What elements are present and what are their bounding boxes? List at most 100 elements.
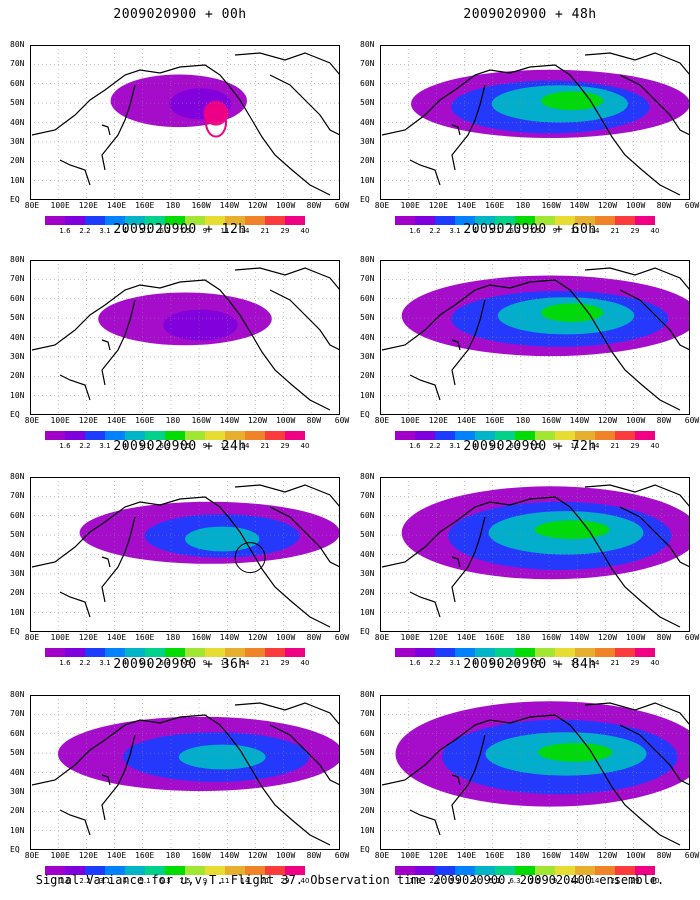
colorbar-swatch bbox=[575, 431, 595, 440]
colorbar-swatch bbox=[635, 866, 655, 875]
colorbar bbox=[45, 431, 305, 440]
coastline bbox=[451, 734, 486, 821]
longitude-label: 160E bbox=[135, 416, 155, 425]
colorbar-swatch bbox=[265, 216, 285, 225]
colorbar-swatch bbox=[475, 216, 495, 225]
colorbar-swatch bbox=[455, 431, 475, 440]
longitude-label: 120E bbox=[78, 851, 98, 860]
longitude-label: 80E bbox=[374, 851, 390, 860]
colorbar-swatch bbox=[185, 648, 205, 657]
latitude-label: 80N bbox=[360, 255, 375, 264]
colorbar-label: 6.3 bbox=[509, 659, 521, 667]
figure-caption: Signal Variance for u,v,T. Flight 37. Ob… bbox=[35, 873, 665, 887]
latitude-label: 60N bbox=[360, 78, 375, 88]
longitude-label: 120W bbox=[597, 201, 618, 210]
colorbar-label: 11 bbox=[220, 659, 230, 667]
colorbar-label: 29 bbox=[630, 227, 640, 235]
latitude-label: 10N bbox=[10, 825, 25, 835]
latitude-label: EQ bbox=[10, 627, 20, 636]
coastline bbox=[451, 556, 461, 568]
map-frame bbox=[30, 695, 340, 850]
colorbar-swatch bbox=[435, 866, 455, 875]
colorbar-swatch bbox=[635, 648, 655, 657]
colorbar-swatch bbox=[455, 216, 475, 225]
variance-contour bbox=[538, 743, 613, 762]
colorbar-label: 1.6 bbox=[59, 227, 71, 235]
colorbar-swatch bbox=[225, 431, 245, 440]
colorbar-swatch bbox=[555, 648, 575, 657]
coastline bbox=[409, 159, 441, 186]
colorbar-swatch bbox=[125, 431, 145, 440]
latitude-label: 80N bbox=[10, 472, 25, 481]
colorbar-label: 4 bbox=[472, 442, 478, 450]
coastline bbox=[269, 74, 340, 136]
coastline bbox=[59, 159, 91, 186]
colorbar-swatch bbox=[635, 431, 655, 440]
colorbar-swatch bbox=[575, 866, 595, 875]
colorbar-label: 1.6 bbox=[409, 659, 421, 667]
colorbar-swatch bbox=[595, 216, 615, 225]
colorbar-label: 5.1 bbox=[489, 442, 501, 450]
colorbar-label: 9 bbox=[552, 877, 558, 885]
coastline bbox=[409, 374, 441, 401]
colorbar-swatch bbox=[575, 648, 595, 657]
colorbar bbox=[395, 648, 655, 657]
colorbar-swatch bbox=[125, 648, 145, 657]
colorbar-swatch bbox=[65, 866, 85, 875]
colorbar-label: 3.1 bbox=[99, 227, 111, 235]
colorbar-swatch bbox=[495, 866, 515, 875]
colorbar-swatch bbox=[45, 431, 65, 440]
longitude-label: 160W bbox=[191, 851, 211, 860]
latitude-label: 30N bbox=[10, 136, 25, 146]
coastline bbox=[269, 506, 340, 568]
coastline bbox=[584, 52, 690, 76]
colorbar-swatch bbox=[205, 866, 225, 875]
longitude-label: 140W bbox=[219, 416, 239, 425]
latitude-label: 10N bbox=[360, 825, 375, 835]
colorbar-label: 7.5 bbox=[179, 877, 191, 885]
observation-region-marker bbox=[205, 107, 227, 138]
panel-title: 2009020900 + 72h bbox=[463, 439, 597, 454]
coastline bbox=[234, 702, 340, 726]
colorbar-label: 11 bbox=[570, 227, 580, 235]
colorbar bbox=[395, 431, 655, 440]
colorbar-swatch bbox=[615, 216, 635, 225]
latitude-label: 80N bbox=[10, 690, 25, 699]
colorbar-label: 11 bbox=[570, 442, 580, 450]
longitude-label: 160W bbox=[541, 633, 561, 642]
colorbar-label: 14 bbox=[240, 442, 250, 450]
map-frame bbox=[380, 695, 690, 850]
latitude-label: 20N bbox=[10, 156, 25, 166]
colorbar-label: 4 bbox=[472, 659, 478, 667]
colorbar-swatch bbox=[205, 431, 225, 440]
coastline bbox=[409, 809, 441, 836]
longitude-label: 100W bbox=[275, 633, 296, 642]
colorbar-label: 2.2 bbox=[79, 877, 91, 885]
colorbar-label: 4 bbox=[122, 442, 128, 450]
longitude-axis: 80E 100E 120E 140E 160E 180 160W 140W 120W 100W 80… bbox=[362, 634, 700, 644]
colorbar-label: 40 bbox=[300, 227, 310, 235]
colorbar-swatch bbox=[535, 216, 555, 225]
latitude-label: 30N bbox=[360, 351, 375, 361]
longitude-label: 120W bbox=[597, 416, 618, 425]
latitude-label: 50N bbox=[10, 313, 25, 323]
longitude-label: 100W bbox=[625, 201, 646, 210]
variance-contour bbox=[535, 520, 610, 539]
longitude-label: 120E bbox=[78, 633, 98, 642]
colorbar-label: 29 bbox=[280, 227, 290, 235]
colorbar-label: 3.1 bbox=[99, 877, 111, 885]
colorbar-swatch bbox=[45, 216, 65, 225]
colorbar-swatch bbox=[495, 648, 515, 657]
colorbar-swatch bbox=[105, 216, 125, 225]
longitude-label: 160E bbox=[485, 201, 505, 210]
latitude-label: 60N bbox=[10, 78, 25, 88]
latitude-label: EQ bbox=[360, 410, 370, 419]
colorbar-label: 9 bbox=[202, 442, 208, 450]
latitude-label: 60N bbox=[10, 293, 25, 303]
colorbar-label: 7.5 bbox=[529, 877, 541, 885]
colorbar-label: 11 bbox=[570, 877, 580, 885]
colorbar-swatch bbox=[185, 866, 205, 875]
longitude-label: 140W bbox=[219, 201, 239, 210]
colorbar-label: 11 bbox=[220, 227, 230, 235]
coastline bbox=[101, 734, 136, 821]
